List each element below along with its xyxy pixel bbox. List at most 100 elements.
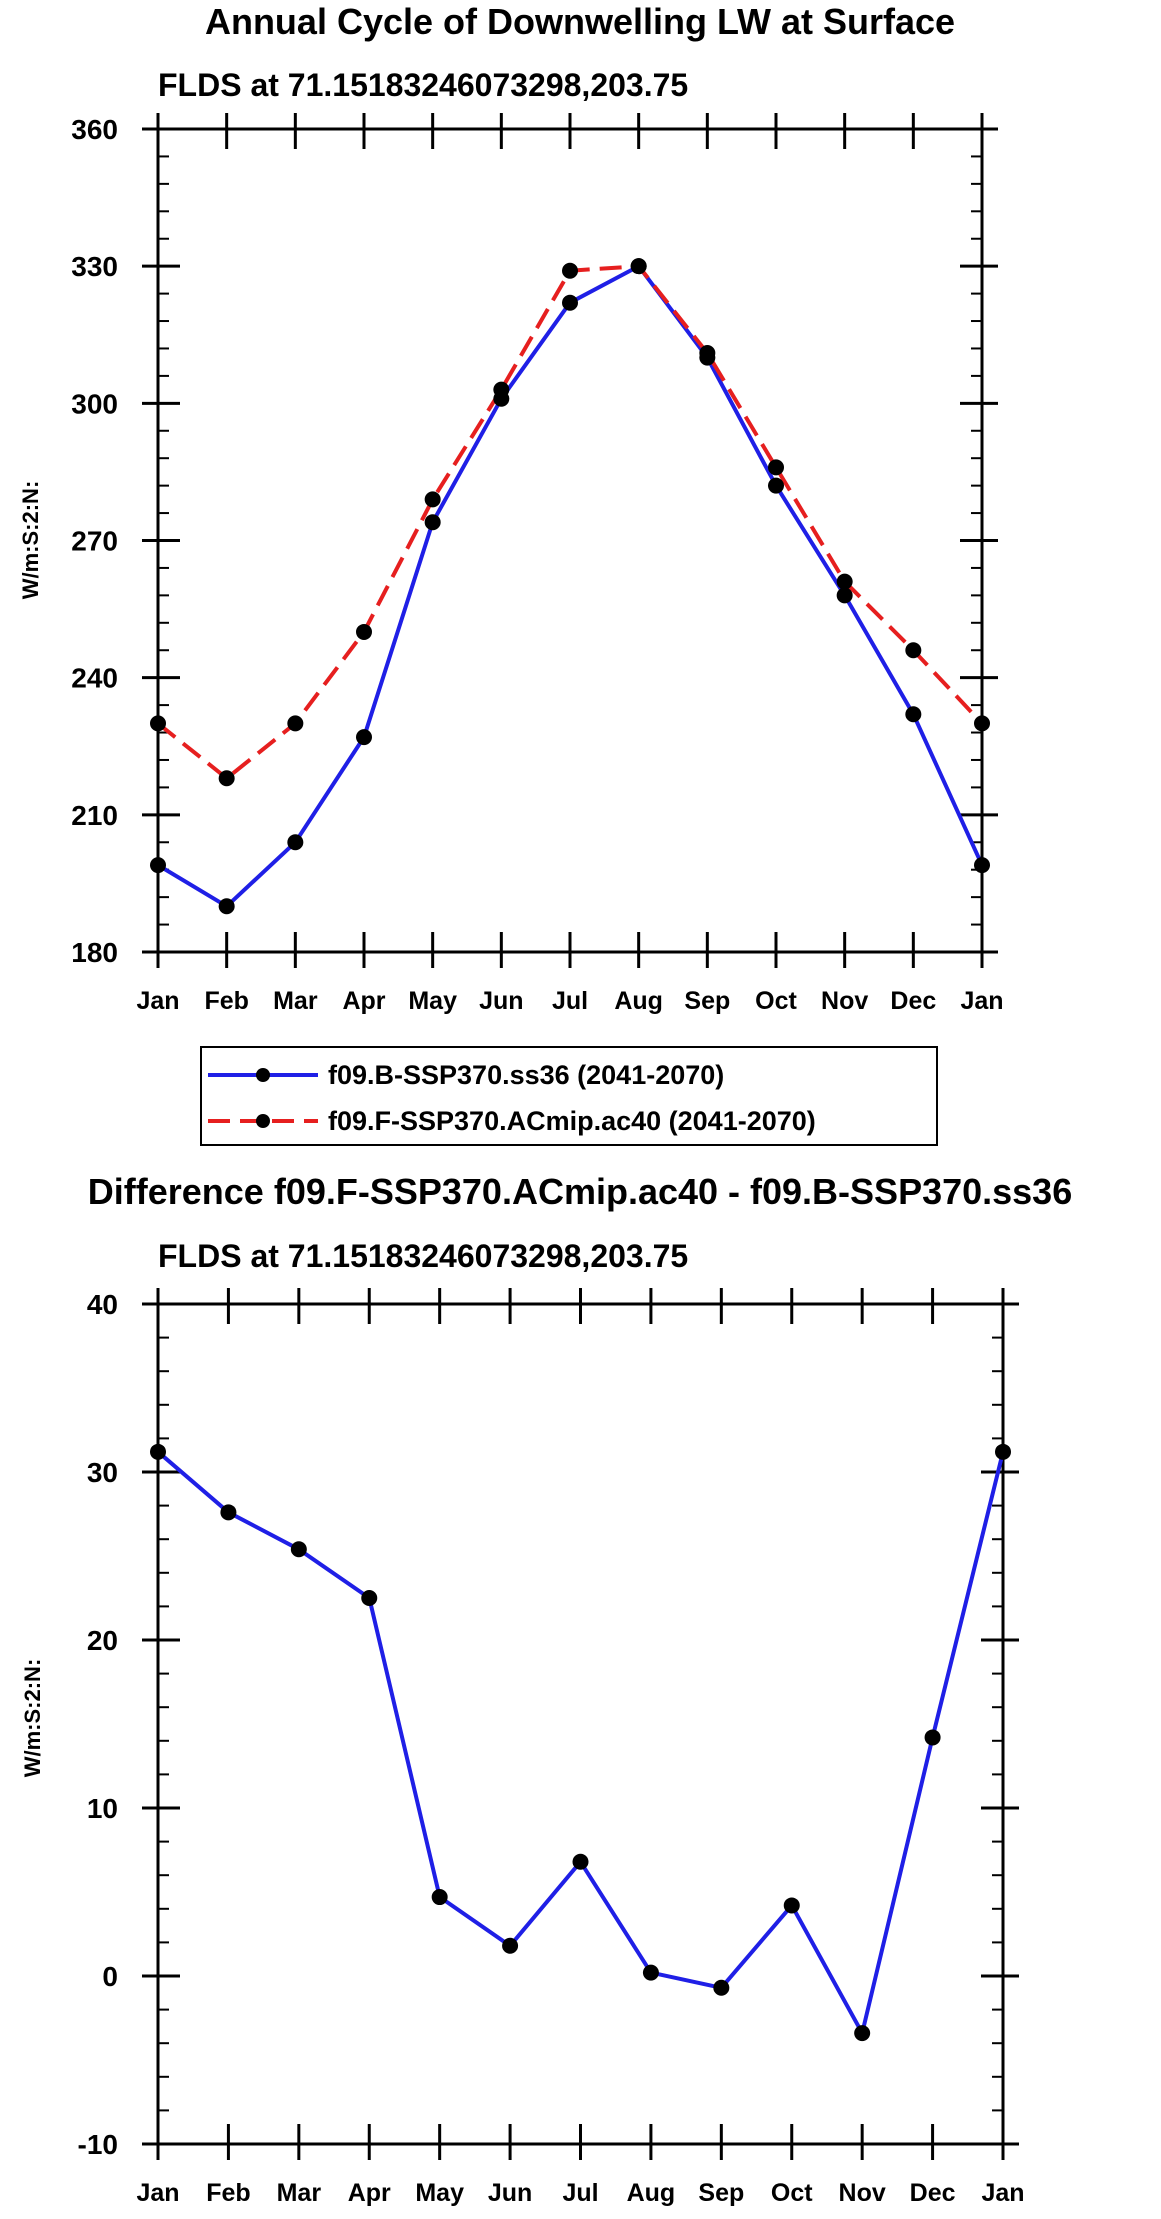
data-point [424,514,441,531]
chart-subtitle: FLDS at 71.15183246073298,203.75 [158,67,688,103]
y-tick-label: 0 [102,1961,118,1992]
y-tick-label: 20 [87,1625,118,1656]
plot-series [150,258,990,915]
data-point [995,1443,1011,1460]
data-point [562,294,578,311]
x-tick-label: May [415,2179,464,2207]
data-point [854,2025,871,2042]
data-point [630,258,647,275]
x-tick-label: Oct [771,2179,813,2207]
data-point [290,1541,307,1558]
plot-frame [156,127,984,954]
data-point [424,491,441,508]
y-tick-label: 360 [71,114,118,145]
data-point [287,834,304,851]
y-axis-label: W/m:S:2:N: [18,481,43,600]
data-point [431,1889,448,1906]
data-point [572,1853,589,1870]
data-point [836,573,853,590]
data-point [287,715,304,732]
x-tick-label: Mar [277,2179,322,2207]
series-line [156,264,984,909]
x-tick-label: Oct [755,987,797,1015]
chart-title: Annual Cycle of Downwelling LW at Surfac… [205,1,955,42]
x-tick-label: Aug [614,987,663,1015]
data-point [768,459,784,476]
legend-entry: f09.F-SSP370.ACmip.ac40 (2041-2070) [202,1098,936,1144]
legend: f09.B-SSP370.ss36 (2041-2070) f09.F-SSP3… [200,1046,938,1146]
x-tick-label: Feb [206,2179,250,2207]
y-tick-label: 240 [71,663,118,694]
x-tick-label: Jul [552,987,588,1015]
data-point [218,770,235,787]
data-point [562,262,578,279]
legend-label: f09.F-SSP370.ACmip.ac40 (2041-2070) [328,1106,816,1136]
y-tick-label: -10 [78,2129,118,2160]
x-tick-label: Apr [342,987,385,1015]
data-point [905,706,922,723]
data-point [493,381,510,398]
legend-swatch-dashed [208,1114,318,1128]
plot-axes: 180 210 240 270 300 330 360 Jan Feb Mar Apr May Jun J… [71,113,1004,1015]
x-tick-label: Jan [960,987,1003,1015]
plot-axes: -10 0 10 20 30 40 Jan Feb Mar Apr May Jun Jul Aug Sep O… [78,1288,1025,2207]
data-point [924,1729,941,1746]
data-point [768,477,784,494]
data-point [699,345,716,362]
data-point [905,642,922,659]
x-tick-label: Feb [204,987,248,1015]
x-tick-label: Jan [136,2179,179,2207]
x-tick-label: Sep [698,2179,744,2207]
data-point [713,1979,730,1996]
x-tick-label: Dec [910,2179,956,2207]
y-tick-label: 10 [87,1793,118,1824]
x-tick-label: Jan [136,987,179,1015]
x-tick-label: May [408,987,457,1015]
series-line [156,264,984,781]
data-point [974,857,990,874]
plot-frame [156,1302,1005,2146]
x-tick-label: Jul [562,2179,598,2207]
x-tick-label: Jan [981,2179,1024,2207]
data-point [220,1504,237,1521]
data-point [974,715,990,732]
series-line [156,1450,1005,2036]
annual-cycle-panel: Annual Cycle of Downwelling LW at Surfac… [18,1,1004,1015]
x-tick-label: Mar [273,987,318,1015]
data-point [361,1590,378,1606]
x-tick-label: Nov [821,987,868,1015]
chart-subtitle: FLDS at 71.15183246073298,203.75 [158,1238,688,1274]
x-tick-label: Sep [684,987,730,1015]
y-tick-label: 30 [87,1457,118,1488]
data-point [150,1443,166,1460]
data-point [502,1937,519,1954]
y-tick-label: 300 [71,388,118,419]
y-tick-label: 40 [87,1289,118,1320]
x-tick-label: Dec [890,987,936,1015]
data-point [836,587,853,604]
legend-label: f09.B-SSP370.ss36 (2041-2070) [328,1060,725,1090]
y-tick-label: 180 [71,937,118,968]
data-point [150,857,166,874]
y-axis-label: W/m:S:2:N: [20,1659,45,1778]
x-tick-label: Nov [839,2179,886,2207]
data-point [150,715,166,732]
legend-entry: f09.B-SSP370.ss36 (2041-2070) [202,1052,936,1098]
difference-panel: Difference f09.F-SSP370.ACmip.ac40 - f09… [20,1171,1072,2207]
chart-title: Difference f09.F-SSP370.ACmip.ac40 - f09… [88,1171,1072,1212]
data-point [218,898,235,915]
x-tick-label: Jun [488,2179,532,2207]
y-tick-label: 270 [71,526,118,557]
y-tick-label: 210 [71,800,118,831]
data-point [356,623,372,640]
plot-series [150,1443,1011,2042]
data-point [642,1964,659,1981]
data-point [356,729,372,746]
legend-swatch-solid [208,1068,318,1082]
y-tick-label: 330 [71,251,118,282]
x-tick-label: Aug [627,2179,676,2207]
x-tick-label: Jun [479,987,523,1015]
x-tick-label: Apr [348,2179,391,2207]
data-point [783,1897,800,1914]
